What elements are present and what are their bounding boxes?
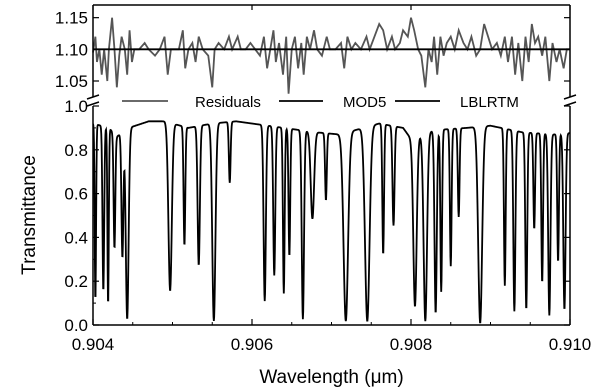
axis-break-right	[563, 94, 577, 107]
y-tick-label: 0.8	[64, 141, 88, 160]
x-axis-title: Wavelength (μm)	[259, 367, 403, 388]
y-tick-label: 0.2	[64, 272, 88, 291]
legend-label-lblrtm: LBLRTM	[460, 94, 519, 111]
y-tick-label: 0.4	[64, 228, 88, 247]
legend-label-residuals: Residuals	[195, 94, 261, 111]
x-tick-label: 0.904	[72, 335, 115, 354]
residual-y-tick-label: 1.15	[55, 9, 88, 28]
y-tick-label: 0.0	[64, 316, 88, 335]
axis-break-left	[86, 94, 100, 107]
residuals-series-line	[92, 17, 570, 94]
legend: Residuals MOD5 LBLRTM	[122, 94, 519, 111]
y-tick-label: 1.0	[64, 97, 88, 116]
x-tick-label: 0.908	[390, 335, 433, 354]
residual-y-tick-label: 1.10	[55, 40, 88, 59]
x-tick-label: 0.906	[231, 335, 274, 354]
legend-label-mod5: MOD5	[343, 94, 386, 111]
y-tick-label: 0.6	[64, 185, 88, 204]
transmittance-panel	[93, 120, 570, 324]
residual-y-tick-label: 1.05	[55, 72, 88, 91]
residuals-panel	[92, 17, 570, 94]
x-tick-label: 0.910	[549, 335, 592, 354]
axes: 0.904 0.906 0.908 0.910 0.0 0.2 0.4 0.6 0.8 1.0 1.…	[55, 4, 592, 354]
mod5-series-line	[93, 120, 570, 324]
y-axis-title: Transmittance	[19, 155, 40, 275]
